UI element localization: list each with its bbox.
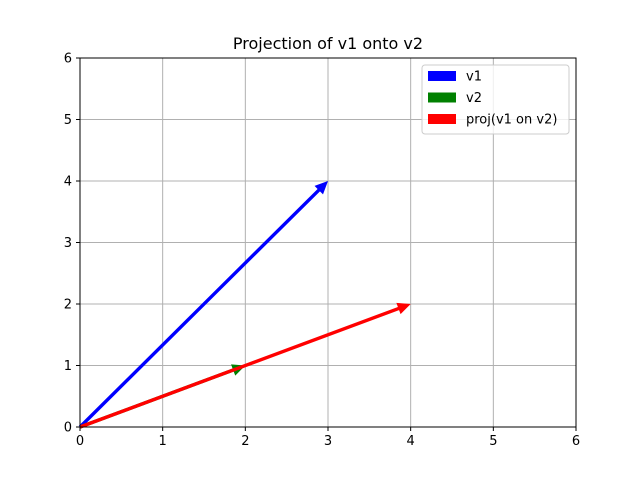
x-tick-label: 3 <box>324 434 332 449</box>
legend-box <box>421 64 570 135</box>
vector-arrow-proj-v1-on-v2- <box>79 302 411 429</box>
y-tick-label: 5 <box>64 113 72 128</box>
legend-swatch <box>428 71 456 81</box>
y-tick-label: 2 <box>64 298 72 313</box>
legend-label: proj(v1 on v2) <box>466 113 557 128</box>
y-tick-label: 0 <box>64 421 72 436</box>
y-tick-label: 1 <box>64 359 72 374</box>
vector-arrow-v1 <box>78 181 328 429</box>
x-tick-label: 2 <box>241 434 249 449</box>
axis-ticks: 0 1 2 3 4 5 6 0 1 2 3 4 5 6 <box>64 52 580 450</box>
legend-label: v2 <box>466 91 482 106</box>
x-tick-label: 4 <box>407 434 415 449</box>
y-tick-label: 6 <box>64 52 72 67</box>
x-tick-label: 6 <box>572 434 580 449</box>
legend-swatch <box>428 114 456 124</box>
y-tick-label: 3 <box>64 236 72 251</box>
chart-title: Projection of v1 onto v2 <box>233 34 423 53</box>
legend-label: v1 <box>466 70 482 85</box>
x-tick-label: 0 <box>76 434 84 449</box>
legend-swatch <box>428 92 456 103</box>
y-tick-label: 4 <box>64 175 72 190</box>
vectors <box>78 181 411 429</box>
x-tick-label: 5 <box>489 434 497 449</box>
legend: v1 v2 proj(v1 on v2) <box>421 64 570 135</box>
x-tick-label: 1 <box>159 434 167 449</box>
